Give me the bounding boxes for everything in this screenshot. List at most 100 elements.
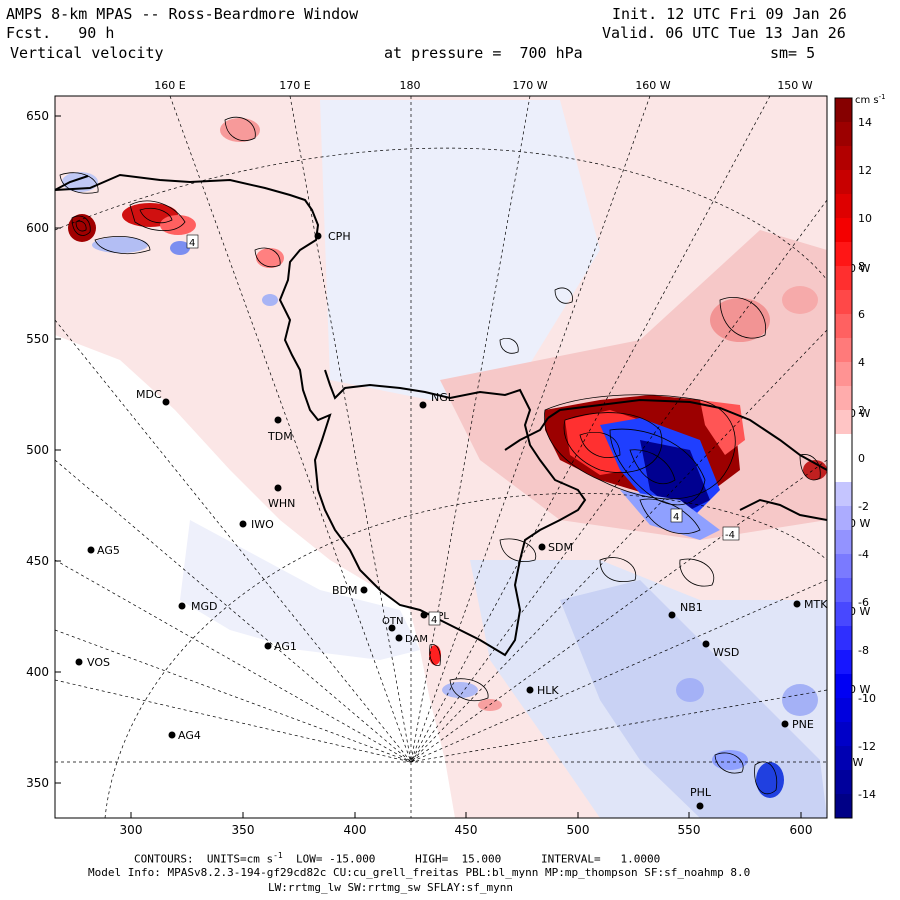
model-info-2: LW:rrtmg_lw SW:rrtmg_sw SFLAY:sf_mynn — [268, 881, 514, 894]
station-marker — [793, 600, 801, 608]
colorbar-band — [835, 242, 852, 267]
station-label: OTN — [382, 616, 403, 627]
contour-value-labels: 4 4 -4 4 — [186, 234, 740, 626]
station-cph[interactable]: CPH — [314, 230, 351, 243]
station-label: MGD — [191, 600, 218, 613]
colorbar-band — [835, 674, 852, 699]
model-info: Model Info: MPASv8.2.3-194-gf29cd82c CU:… — [88, 866, 751, 879]
station-label: VOS — [87, 656, 110, 669]
lon-label: 170 W — [512, 79, 547, 92]
station-marker — [274, 416, 282, 424]
station-hlk[interactable]: HLK — [526, 684, 560, 697]
station-label: MTK — [804, 598, 828, 611]
colorbar-tick-label: -6 — [858, 596, 869, 609]
colorbar-tick-label: 10 — [858, 212, 872, 225]
colorbar-band — [835, 314, 852, 339]
y-tick-label: 400 — [26, 665, 49, 679]
y-tick-label: 650 — [26, 109, 49, 123]
station-marker — [75, 658, 83, 666]
colorbar-tick-label: -2 — [858, 500, 869, 513]
lon-label: 180 — [400, 79, 421, 92]
station-label: IWO — [251, 518, 274, 531]
colorbar-band — [835, 770, 852, 795]
colorbar-band — [835, 98, 852, 123]
colorbar-band — [835, 266, 852, 291]
contour-label: 4 — [431, 615, 437, 626]
station-phl[interactable]: PHL — [690, 786, 712, 810]
station-tdm[interactable]: TDM — [267, 416, 293, 444]
colorbar-band — [835, 338, 852, 363]
colorbar-band — [835, 746, 852, 771]
station-label: AG4 — [178, 729, 201, 742]
colorbar-band — [835, 506, 852, 531]
x-tick-label: 400 — [344, 823, 367, 837]
station-marker — [178, 602, 186, 610]
station-label: HLK — [537, 684, 559, 697]
station-ag1[interactable]: AG1 — [264, 640, 297, 653]
station-bdm[interactable]: BDM — [332, 584, 368, 597]
station-pne[interactable]: PNE — [781, 718, 814, 731]
lon-label: 170 E — [279, 79, 310, 92]
axis-ticks — [55, 115, 802, 818]
lon-label: 160 W — [635, 79, 670, 92]
forecast-label: Fcst. 90 h — [6, 25, 114, 41]
station-marker — [419, 401, 427, 409]
station-label: WSD — [713, 646, 739, 659]
coastline — [55, 173, 827, 657]
station-label: PNE — [792, 718, 814, 731]
station-label: SDM — [548, 541, 573, 554]
y-tick-label: 450 — [26, 554, 49, 568]
station-otn[interactable]: OTN — [382, 616, 403, 632]
station-label: AG5 — [97, 544, 120, 557]
y-tick-label: 600 — [26, 221, 49, 235]
x-tick-labels: 300 350 400 450 500 550 600 — [120, 823, 813, 837]
colorbar-tick-label: 0 — [858, 452, 865, 465]
station-marker — [668, 611, 676, 619]
lon-label: 160 E — [154, 79, 185, 92]
x-tick-label: 450 — [455, 823, 478, 837]
colorbar-band — [835, 650, 852, 675]
colorbar-band — [835, 530, 852, 555]
station-label: WHN — [268, 497, 295, 510]
colorbar-band — [835, 218, 852, 243]
colorbar-tick-label: 4 — [858, 356, 865, 369]
valid-time: Valid. 06 UTC Tue 13 Jan 26 — [602, 24, 846, 42]
fcst-label: Fcst. — [6, 24, 52, 42]
station-iwo[interactable]: IWO — [239, 518, 275, 531]
station-whn[interactable]: WHN — [268, 484, 295, 511]
station-label: DAM — [405, 634, 428, 645]
colorbar-band — [835, 458, 852, 483]
lon-label: 150 W — [777, 79, 812, 92]
station-ag5[interactable]: AG5 — [87, 544, 120, 557]
station-sdm[interactable]: SDM — [538, 541, 573, 554]
station-label: TDM — [267, 430, 293, 443]
colorbar-tick-label: -10 — [858, 692, 876, 705]
colorbar-band — [835, 554, 852, 579]
station-ngl[interactable]: NGL — [419, 391, 455, 409]
station-mtk[interactable]: MTK — [793, 598, 829, 611]
station-label: NGL — [431, 391, 455, 404]
station-dam[interactable]: DAM — [395, 634, 429, 645]
station-marker — [239, 520, 247, 528]
colorbar-band — [835, 722, 852, 747]
colorbar-tick-label: 2 — [858, 404, 865, 417]
field-name: Vertical velocity — [10, 44, 164, 62]
station-mdc[interactable]: MDC — [136, 388, 170, 406]
station-ag4[interactable]: AG4 — [168, 729, 201, 742]
station-wsd[interactable]: WSD — [702, 640, 740, 660]
contour-label: 4 — [673, 512, 679, 523]
contours-units-exp: -1 — [273, 851, 283, 860]
y-tick-label: 350 — [26, 776, 49, 790]
colorbar-band — [835, 386, 852, 411]
x-tick-label: 600 — [790, 823, 813, 837]
x-tick-label: 500 — [567, 823, 590, 837]
station-vos[interactable]: VOS — [75, 656, 110, 669]
station-nb1[interactable]: NB1 — [668, 601, 703, 619]
velocity-field — [55, 96, 827, 818]
colorbar-units: cm s-1 — [855, 93, 886, 106]
contours-info: CONTOURS: UNITS=cm s-1 LOW= -15.000 HIGH… — [134, 851, 660, 866]
station-mgd[interactable]: MGD — [178, 600, 218, 613]
map-title: AMPS 8-km MPAS -- Ross-Beardmore Window — [6, 5, 359, 23]
station-marker — [420, 611, 428, 619]
